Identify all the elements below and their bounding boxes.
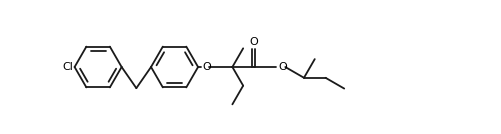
Text: O: O	[249, 37, 258, 47]
Text: Cl: Cl	[63, 62, 74, 72]
Text: O: O	[278, 62, 287, 72]
Text: O: O	[201, 62, 210, 72]
